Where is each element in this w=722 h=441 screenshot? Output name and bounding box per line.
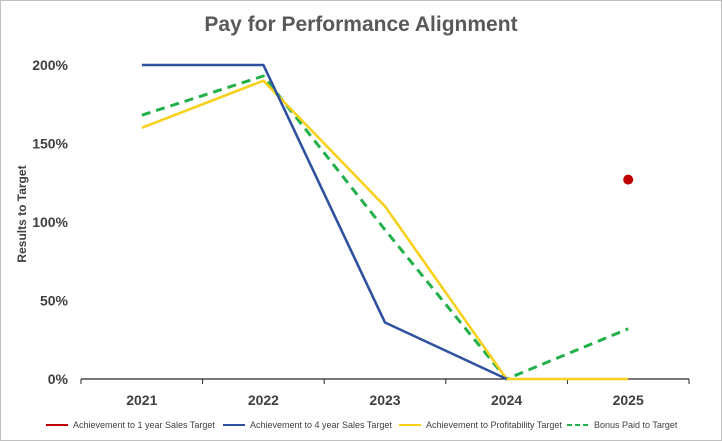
x-tick-label: 2022 [248,392,279,408]
point-achievement-to-1-year-sales-target [623,174,634,185]
chart-title: Pay for Performance Alignment [204,13,517,36]
x-tick-label: 2025 [613,392,644,408]
y-axis-label: Results to Target [15,165,29,262]
legend-label: Bonus Paid to Target [594,420,678,430]
y-tick-label: 50% [40,293,69,309]
series-line-bonus-paid-to-target [141,74,629,381]
legend: Achievement to 1 year Sales Target Achiev… [46,420,678,430]
y-tick-label: 100% [32,214,68,230]
series-layer [141,63,634,381]
legend-label: Achievement to 1 year Sales Target [73,420,215,430]
series-line-achievement-to-profitability-target [141,79,629,381]
y-tick-label: 200% [32,57,68,73]
y-tick-label: 150% [32,136,68,152]
axes: 2021 2022 2023 2024 2025 0% 50% 100% 150% 200% [32,57,690,408]
x-tick-label: 2024 [491,392,522,408]
legend-label: Achievement to Profitability Target [426,420,562,430]
x-tick-label: 2023 [369,392,400,408]
series-line-achievement-to-4-year-sales-target [141,63,508,381]
legend-label: Achievement to 4 year Sales Target [250,420,392,430]
x-tick-label: 2021 [126,392,157,408]
y-tick-label: 0% [48,371,69,387]
